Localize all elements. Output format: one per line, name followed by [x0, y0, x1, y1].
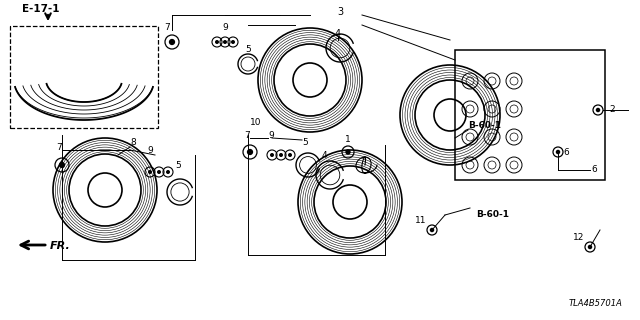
Text: 6: 6 — [591, 165, 596, 174]
Text: 2: 2 — [609, 105, 614, 114]
Circle shape — [215, 40, 219, 44]
Text: 12: 12 — [573, 233, 584, 242]
Text: 6: 6 — [563, 148, 569, 157]
Text: 5: 5 — [302, 138, 308, 147]
Circle shape — [288, 153, 292, 157]
Text: 8: 8 — [130, 138, 136, 147]
Circle shape — [270, 153, 274, 157]
Circle shape — [556, 150, 560, 154]
Circle shape — [231, 40, 235, 44]
Text: 5: 5 — [245, 45, 251, 54]
Circle shape — [169, 39, 175, 45]
Circle shape — [596, 108, 600, 112]
Text: 7: 7 — [164, 23, 170, 32]
Bar — [10, 26, 158, 128]
Text: 7: 7 — [244, 131, 250, 140]
Circle shape — [157, 170, 161, 174]
Text: 4: 4 — [322, 151, 328, 160]
Text: E-17-1: E-17-1 — [22, 4, 60, 14]
Text: 10: 10 — [250, 118, 262, 127]
Bar — [455, 50, 605, 180]
Circle shape — [588, 245, 592, 249]
Text: 9: 9 — [147, 146, 153, 155]
Circle shape — [429, 228, 435, 232]
Text: TLA4B5701A: TLA4B5701A — [569, 299, 623, 308]
Circle shape — [346, 149, 351, 155]
Text: B-60-1: B-60-1 — [468, 121, 501, 130]
Text: B-60-1: B-60-1 — [476, 210, 509, 219]
Circle shape — [247, 149, 253, 155]
Circle shape — [223, 40, 227, 44]
Circle shape — [279, 153, 283, 157]
Circle shape — [148, 170, 152, 174]
Text: 1: 1 — [345, 135, 351, 144]
Text: 9: 9 — [222, 23, 228, 32]
Text: 9: 9 — [268, 131, 274, 140]
Text: 3: 3 — [337, 7, 343, 17]
Text: FR.: FR. — [50, 241, 71, 251]
Text: 7: 7 — [56, 143, 61, 152]
Circle shape — [59, 162, 65, 168]
Text: 4: 4 — [335, 29, 341, 39]
Circle shape — [166, 170, 170, 174]
Text: 5: 5 — [175, 161, 180, 170]
Text: 11: 11 — [415, 216, 426, 225]
